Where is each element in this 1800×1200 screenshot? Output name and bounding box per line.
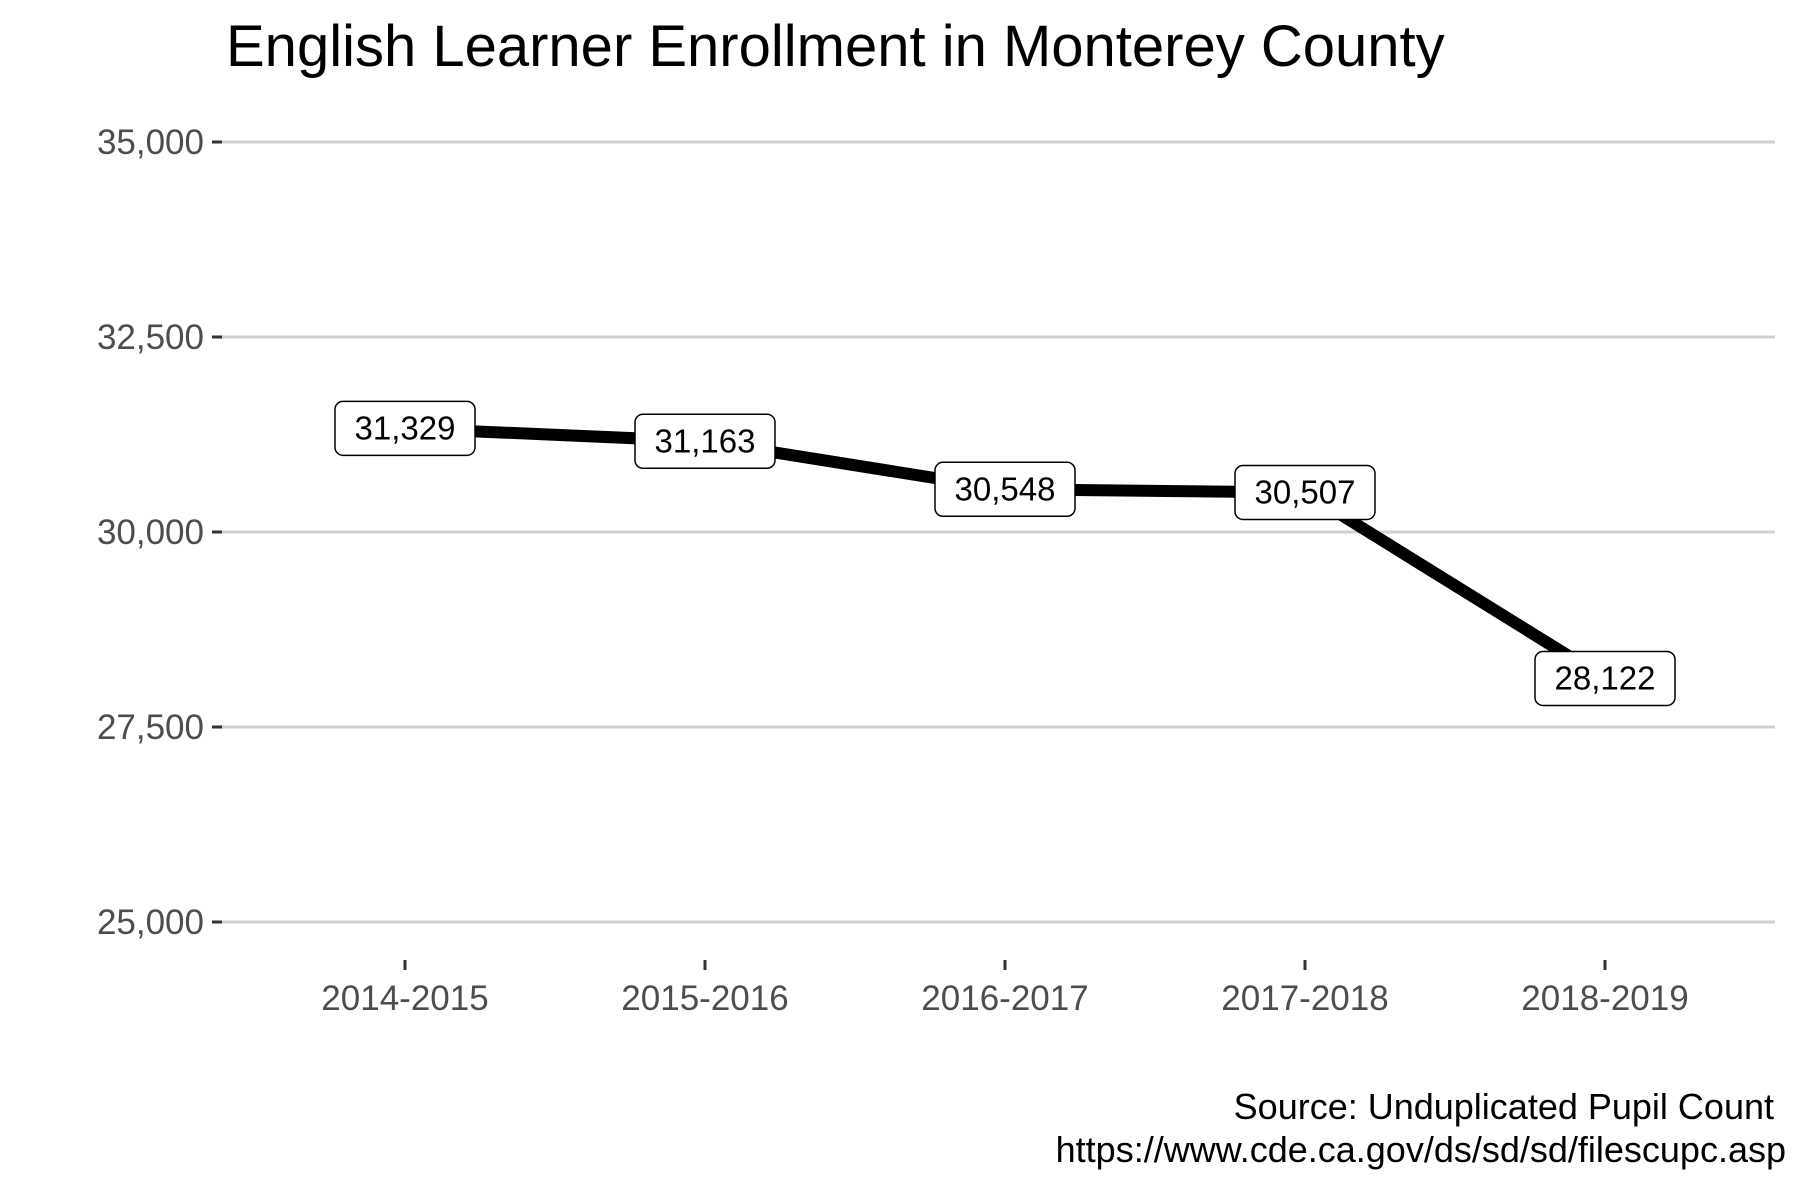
caption-url: https://www.cde.ca.gov/ds/sd/sd/filescup… [1056,1129,1786,1170]
data-label-text: 30,507 [1255,473,1356,510]
data-label-text: 30,548 [955,470,1056,507]
data-label-box [1534,650,1676,707]
gridlines [222,140,1775,924]
y-tick-label: 30,000 [97,513,204,552]
data-label: 30,507 [1234,464,1376,521]
data-label-box [934,461,1076,518]
x-tick-label: 2017-2018 [1221,979,1388,1018]
data-label-box [1234,464,1376,521]
x-tick-label: 2018-2019 [1521,979,1688,1018]
data-label: 31,329 [334,400,476,457]
data-label: 30,548 [934,461,1076,518]
caption-source: Source: Unduplicated Pupil Count [1234,1086,1774,1127]
data-labels: 31,329 31,163 30,548 30,507 28,122 [334,400,1676,707]
data-label-text: 31,163 [655,422,756,459]
x-tick-label: 2014-2015 [321,979,488,1018]
data-label-box [634,413,776,470]
data-label: 28,122 [1534,650,1676,707]
y-tick-label: 32,500 [97,318,204,357]
x-tick-label: 2016-2017 [921,979,1088,1018]
data-label-text: 31,329 [355,409,456,446]
chart-title: English Learner Enrollment in Monterey C… [226,14,1445,79]
axes: 25,000 27,500 30,000 32,500 35,000 2014-2015 2… [97,123,1689,1018]
x-tick-label: 2015-2016 [621,979,788,1018]
data-label: 31,163 [634,413,776,470]
y-tick-label: 25,000 [97,903,204,942]
y-tick-label: 35,000 [97,123,204,162]
data-label-box [334,400,476,457]
data-label-text: 28,122 [1555,659,1656,696]
y-tick-label: 27,500 [97,708,204,747]
